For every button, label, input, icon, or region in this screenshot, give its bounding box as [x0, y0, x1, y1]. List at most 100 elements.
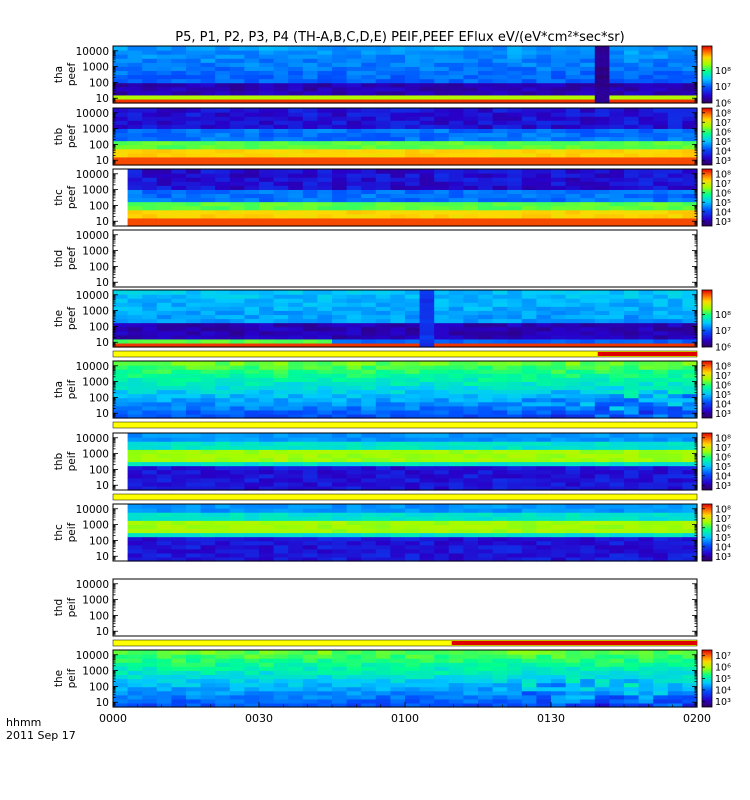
spectrogram-cell — [127, 306, 143, 311]
spectrogram-cell — [127, 338, 143, 344]
spectrogram-cell — [551, 532, 567, 538]
spectrogram-cell — [346, 548, 362, 554]
spectrogram-cell — [594, 302, 610, 307]
spectrogram-cell — [171, 201, 187, 207]
spectrogram-cell — [273, 74, 289, 80]
spectrogram-cell — [536, 78, 552, 84]
spectrogram-cell — [521, 469, 537, 475]
spectrogram-cell — [624, 405, 640, 411]
spectrogram-cell — [361, 342, 377, 348]
spectrogram-cell — [565, 213, 581, 219]
spectrogram-cell — [682, 381, 698, 387]
spectrogram-cell — [682, 189, 698, 195]
spectrogram-cell — [361, 314, 377, 320]
spectrogram-cell — [463, 120, 479, 125]
spectrogram-cell — [536, 181, 552, 186]
spectrogram-cell — [259, 54, 275, 59]
spectrogram-cell — [273, 469, 289, 475]
spectrogram-cell — [653, 58, 669, 63]
spectrogram-cells — [113, 650, 698, 708]
spectrogram-cell — [419, 445, 435, 450]
spectrogram-cell — [390, 128, 406, 134]
spectrogram-cell — [259, 540, 275, 546]
spectrogram-cell — [667, 477, 683, 483]
spectrogram-cell — [653, 401, 669, 407]
spectrogram-cell — [186, 302, 202, 307]
spectrogram-cell — [624, 381, 640, 387]
spectrogram-cell — [594, 209, 610, 215]
spectrogram-cell — [171, 136, 187, 142]
spectrogram-cell — [375, 552, 391, 558]
spectrogram-cell — [302, 310, 318, 316]
spectrogram-cell — [507, 189, 523, 195]
spectrogram-cell — [113, 674, 129, 680]
spectrogram-cell — [229, 169, 245, 174]
panel-product-label: peif — [66, 451, 78, 471]
spectrogram-cell — [142, 540, 158, 546]
spectrogram-cell — [521, 449, 537, 454]
spectrogram-cell — [215, 516, 231, 521]
spectrogram-cell — [317, 409, 333, 415]
spectrogram-cell — [346, 670, 362, 676]
spectrogram-cell — [171, 453, 187, 459]
spectrogram-cell — [244, 369, 260, 374]
spectrogram-cell — [594, 78, 610, 84]
spectrogram-cell — [375, 381, 391, 387]
spectrogram-cell — [244, 338, 260, 344]
spectrogram-cell — [609, 512, 625, 517]
spectrogram-cell — [492, 413, 508, 419]
spectrogram-cell — [288, 294, 304, 299]
spectrogram-cell — [361, 520, 377, 525]
spectrogram-cell — [521, 536, 537, 542]
spectrogram-cell — [653, 548, 669, 554]
spectrogram-cell — [434, 662, 450, 667]
spectrogram-cell — [273, 98, 289, 104]
panel-probe-label: thd — [53, 599, 65, 616]
spectrogram-cell — [507, 112, 523, 117]
spectrogram-cell — [186, 469, 202, 475]
spectrogram-cell — [259, 62, 275, 67]
spectrogram-cell — [375, 449, 391, 454]
spectrogram-cell — [536, 310, 552, 316]
spectrogram-cell — [565, 433, 581, 438]
spectrogram-cell — [434, 334, 450, 340]
spectrogram-cell — [127, 152, 143, 158]
spectrogram-cell — [302, 209, 318, 215]
spectrogram-cell — [667, 221, 683, 227]
spectrogram-cell — [390, 82, 406, 88]
spectrogram-cell — [142, 516, 158, 521]
spectrogram-cell — [127, 144, 143, 150]
spectrogram-cell — [171, 532, 187, 538]
spectrogram-cell — [142, 702, 158, 708]
spectrogram-cell — [259, 686, 275, 692]
spectrogram-cell — [288, 548, 304, 554]
spectrogram-cell — [390, 536, 406, 542]
spectrogram-cell — [594, 306, 610, 311]
spectrogram-cell — [186, 298, 202, 303]
spectrogram-cell — [478, 481, 494, 487]
spectrogram-cell — [609, 457, 625, 463]
spectrogram-cell — [346, 338, 362, 344]
spectrogram-cell — [288, 457, 304, 463]
spectrogram-cell — [478, 477, 494, 483]
spectrogram-cell — [317, 46, 333, 51]
spectrogram-cell — [215, 70, 231, 76]
spectrogram-cell — [434, 508, 450, 513]
spectrogram-cell — [142, 441, 158, 446]
spectrogram-cell — [186, 377, 202, 382]
spectrogram-cell — [317, 306, 333, 311]
spectrogram-cell — [580, 62, 596, 67]
spectrogram-cell — [332, 469, 348, 475]
spectrogram-cell — [507, 181, 523, 186]
spectrogram-cell — [317, 221, 333, 227]
spectrogram-cell — [156, 201, 172, 207]
spectrogram-cell — [390, 389, 406, 395]
spectrogram-cell — [536, 221, 552, 227]
spectrogram-cell — [419, 181, 435, 186]
spectrogram-cell — [638, 189, 654, 195]
colorbar-tick-label: 10⁶ — [715, 380, 731, 391]
spectrogram-cell — [302, 453, 318, 459]
spectrogram-cell — [127, 298, 143, 303]
spectrogram-cell — [156, 516, 172, 521]
spectrogram-cell — [113, 413, 129, 419]
